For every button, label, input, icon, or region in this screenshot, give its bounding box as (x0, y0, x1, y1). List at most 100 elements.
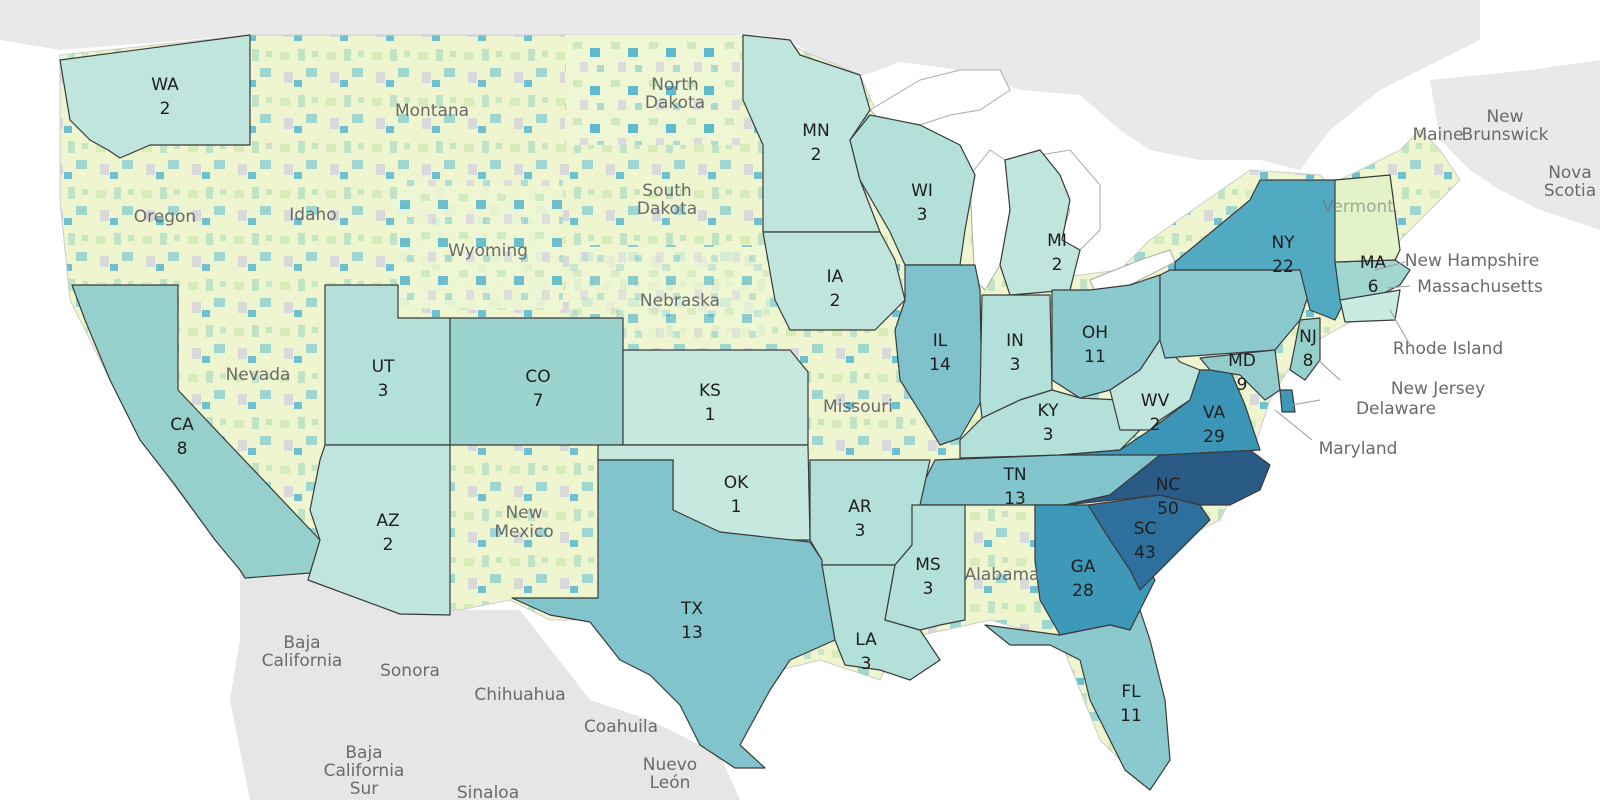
state-abbr: LA (855, 630, 877, 650)
state-label-ma: MA 6 (1360, 253, 1387, 297)
state-label-wi: WI 3 (911, 181, 933, 225)
state-label-ga: GA 28 (1071, 557, 1096, 601)
state-abbr: TX (680, 599, 703, 619)
state-abbr: IL (933, 331, 948, 351)
state-value: 1 (705, 405, 716, 425)
state-value: 6 (1368, 277, 1379, 297)
state-abbr: WV (1141, 391, 1170, 411)
state-label-oh: OH 11 (1082, 323, 1108, 367)
state-az[interactable] (307, 444, 451, 616)
state-value: 3 (1043, 425, 1054, 445)
state-label-ok: OK 1 (724, 473, 749, 517)
region-label: Baja California (262, 633, 343, 671)
region-label: Massachusetts (1417, 277, 1543, 297)
canada-maritimes (1430, 60, 1600, 230)
state-il[interactable] (894, 264, 983, 446)
state-fl[interactable] (984, 609, 1171, 791)
state-value: 2 (830, 291, 841, 311)
state-ia[interactable] (762, 231, 906, 331)
region-label: Coahuila (584, 717, 658, 737)
state-value: 28 (1072, 581, 1094, 601)
region-label: Nevada (226, 365, 291, 385)
state-value: 3 (378, 381, 389, 401)
region-label: Sonora (380, 661, 440, 681)
state-label-il: IL 14 (929, 331, 951, 375)
state-value: 43 (1134, 543, 1156, 563)
state-mi[interactable] (999, 149, 1081, 296)
state-abbr: AZ (376, 511, 399, 531)
state-wa[interactable] (59, 34, 251, 159)
region-label: Wyoming (448, 241, 528, 261)
state-ks[interactable] (622, 349, 809, 446)
state-value: 3 (917, 205, 928, 225)
region-labels: Montana North Dakota South Dakota Wyoming Nebr… (134, 75, 1596, 800)
state-abbr: WI (911, 181, 933, 201)
state-abbr: IN (1006, 331, 1024, 351)
state-abbr: MI (1047, 231, 1067, 251)
state-ca[interactable] (71, 284, 321, 579)
region-label: Rhode Island (1393, 339, 1503, 359)
state-abbr: NC (1156, 475, 1181, 495)
state-value: 2 (1150, 415, 1161, 435)
region-label: New Brunswick (1462, 107, 1549, 145)
state-tx[interactable] (511, 459, 836, 769)
state-de (1279, 389, 1296, 413)
state-label-wv: WV 2 (1141, 391, 1170, 435)
state-nj[interactable] (1289, 317, 1321, 381)
state-value: 13 (681, 623, 703, 643)
state-abbr: CA (170, 415, 194, 435)
state-value: 7 (533, 391, 544, 411)
state-value: 50 (1157, 499, 1179, 519)
state-label-fl: FL 11 (1120, 682, 1142, 726)
state-value: 29 (1203, 427, 1225, 447)
region-label: Nova Scotia (1544, 163, 1596, 201)
state-label-nj: NJ 8 (1299, 327, 1317, 371)
state-abbr: SC (1134, 519, 1157, 539)
state-label-ar: AR 3 (848, 497, 872, 541)
state-label-ms: MS 3 (915, 555, 940, 599)
state-abbr: WA (151, 75, 179, 95)
state-value: 3 (1010, 355, 1021, 375)
state-label-sc: SC 43 (1134, 519, 1157, 563)
state-label-co: CO 7 (525, 367, 550, 411)
state-value: 3 (923, 579, 934, 599)
state-abbr: MA (1360, 253, 1387, 273)
region-label: Idaho (289, 205, 336, 225)
state-abbr: MN (802, 121, 829, 141)
region-label: Chihuahua (474, 685, 565, 705)
state-value: 8 (177, 439, 188, 459)
state-ms[interactable] (884, 504, 966, 631)
region-label: Delaware (1356, 399, 1436, 419)
canada-land (0, 0, 1480, 170)
state-abbr: VA (1203, 403, 1226, 423)
state-value: 2 (160, 99, 171, 119)
state-value: 11 (1120, 706, 1142, 726)
texture-wy (398, 180, 563, 310)
state-vt-nh (1334, 174, 1401, 263)
state-abbr: KS (699, 381, 721, 401)
region-label: New Hampshire (1405, 251, 1539, 271)
state-value: 11 (1084, 347, 1106, 367)
region-label: Vermont (1322, 197, 1394, 217)
region-label: Baja California Sur (324, 743, 405, 799)
state-md[interactable] (1199, 349, 1281, 401)
state-abbr: MS (915, 555, 940, 575)
state-abbr: GA (1071, 557, 1096, 577)
state-abbr: NJ (1299, 327, 1317, 347)
state-abbr: AR (848, 497, 872, 517)
region-label: New Mexico (494, 503, 553, 542)
state-value: 3 (855, 521, 866, 541)
state-ct-ri (1339, 289, 1401, 323)
state-abbr: KY (1038, 401, 1060, 421)
state-label-in: IN 3 (1006, 331, 1024, 375)
state-value: 2 (383, 535, 394, 555)
leader-lines (1274, 261, 1411, 441)
state-label-ny: NY 22 (1271, 233, 1295, 277)
state-label-va: VA 29 (1203, 403, 1226, 447)
state-nc[interactable] (1064, 449, 1271, 506)
state-value: 13 (1004, 489, 1026, 509)
state-abbr: CO (525, 367, 550, 387)
states-layer (59, 34, 1411, 791)
